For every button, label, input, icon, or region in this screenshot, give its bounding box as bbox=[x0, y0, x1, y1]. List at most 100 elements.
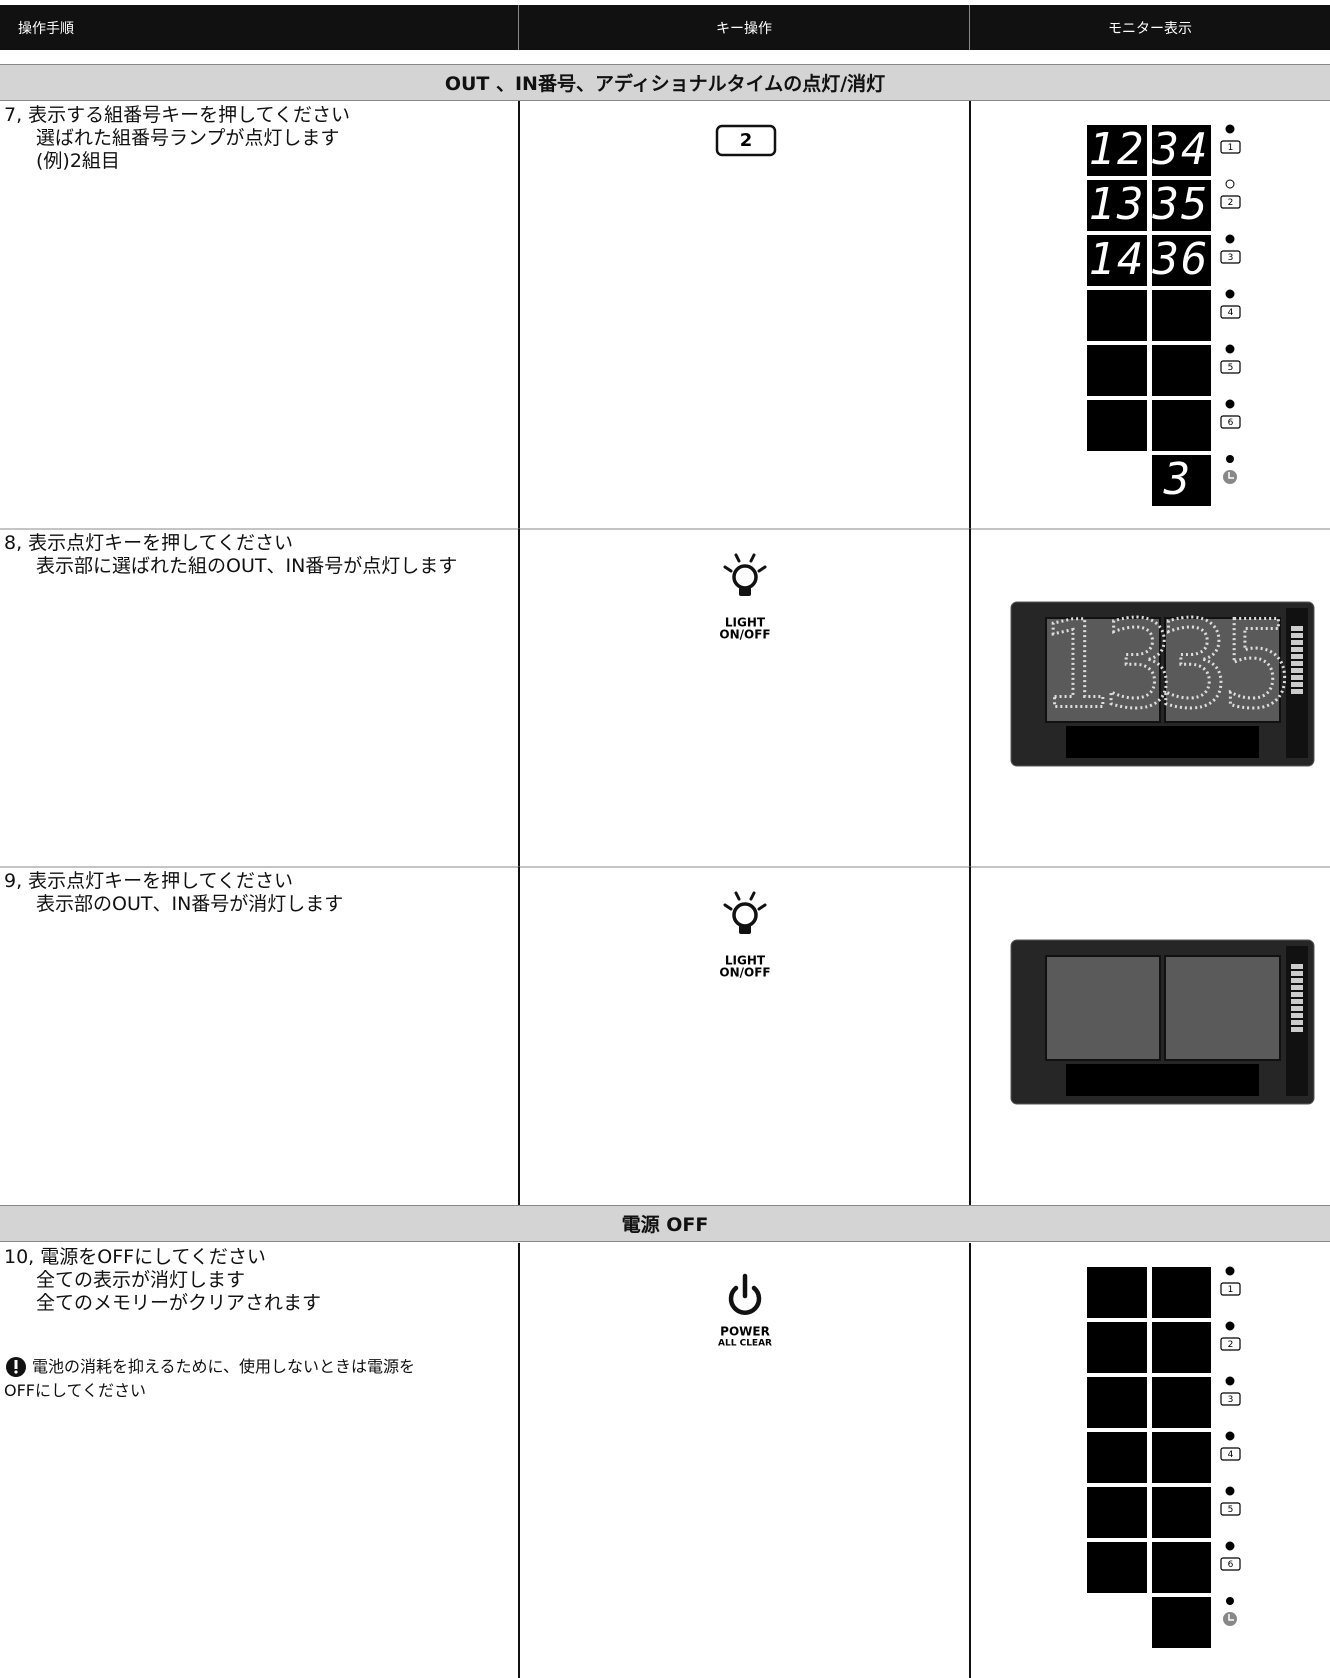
display-box bbox=[1087, 125, 1147, 176]
key-icon bbox=[1220, 195, 1241, 209]
board-digits: 13 bbox=[1039, 597, 1168, 736]
display-box bbox=[1087, 1377, 1147, 1428]
strip-cell bbox=[1291, 971, 1303, 976]
step-text: (例)2組目 bbox=[36, 150, 120, 172]
display-digits: 3 bbox=[1163, 454, 1193, 505]
lamp bbox=[1226, 455, 1234, 463]
bulb-ray bbox=[734, 891, 741, 901]
key-icon bbox=[1220, 305, 1241, 319]
warning-mark bbox=[14, 1360, 18, 1369]
board-digits: 35 bbox=[1158, 597, 1287, 736]
in-panel bbox=[1164, 955, 1281, 1061]
step-text: 7, 表示する組番号キーを押してください bbox=[4, 104, 351, 126]
display-box bbox=[1087, 1432, 1147, 1483]
display-box bbox=[1152, 235, 1211, 286]
strip-cell bbox=[1291, 647, 1303, 652]
header-cell: モニター表示 bbox=[970, 5, 1330, 50]
bulb-ray bbox=[749, 553, 756, 563]
key-icon-label: 6 bbox=[1228, 1560, 1234, 1570]
out-panel bbox=[1045, 955, 1161, 1061]
display-box bbox=[1152, 400, 1211, 451]
key-icon-label: 1 bbox=[1228, 143, 1234, 153]
strip-cell bbox=[1291, 1006, 1303, 1011]
key-label: ON/OFF bbox=[719, 628, 770, 642]
display-box bbox=[1087, 400, 1147, 451]
display-digits: 14 bbox=[1089, 234, 1146, 285]
display-box bbox=[1087, 1267, 1147, 1318]
step-text: 10, 電源をOFFにしてください bbox=[4, 1246, 266, 1268]
lamp bbox=[1226, 1597, 1234, 1605]
section-title: 電源 OFF bbox=[0, 1205, 1330, 1242]
key-label: ON/OFF bbox=[719, 966, 770, 980]
strip-cell bbox=[1291, 675, 1303, 680]
strip-cell bbox=[1291, 985, 1303, 990]
key-icon-label: 3 bbox=[1228, 253, 1234, 263]
strip-cell bbox=[1291, 1020, 1303, 1025]
display-digits: 34 bbox=[1152, 124, 1210, 175]
bulb-ray bbox=[757, 565, 767, 573]
key-icon-label: 6 bbox=[1228, 418, 1234, 428]
bulb-ray bbox=[757, 903, 767, 911]
lamp bbox=[1225, 1266, 1235, 1276]
display-box bbox=[1152, 1542, 1211, 1593]
display-digits: 13 bbox=[1089, 179, 1146, 230]
key-button bbox=[715, 124, 777, 157]
display-box bbox=[1152, 290, 1211, 341]
key-icon-label: 4 bbox=[1228, 1450, 1234, 1460]
strip-cell bbox=[1291, 1027, 1303, 1032]
bulb-base bbox=[739, 587, 751, 596]
display-box bbox=[1152, 1432, 1211, 1483]
strip-cell bbox=[1291, 626, 1303, 631]
warning-dot bbox=[14, 1370, 18, 1374]
strip-cell bbox=[1291, 668, 1303, 673]
key-label: 2 bbox=[740, 130, 753, 151]
key-icon-label: 1 bbox=[1228, 1285, 1234, 1295]
bottom-panel bbox=[1066, 1064, 1259, 1096]
strip-cell bbox=[1291, 640, 1303, 645]
key-icon bbox=[1220, 360, 1241, 374]
display-box bbox=[1152, 180, 1211, 231]
display-box bbox=[1087, 290, 1147, 341]
step-text: 全てのメモリーがクリアされます bbox=[36, 1292, 322, 1314]
key-icon bbox=[1220, 1392, 1241, 1406]
step-text: 全ての表示が消灯します bbox=[36, 1269, 246, 1291]
bulb-ray bbox=[734, 553, 741, 563]
strip-cell bbox=[1291, 689, 1303, 694]
key-icon-label: 4 bbox=[1228, 308, 1234, 318]
display-box bbox=[1087, 1542, 1147, 1593]
lamp bbox=[1225, 1541, 1235, 1551]
power-icon bbox=[728, 1285, 762, 1315]
display-box bbox=[1152, 1597, 1211, 1648]
key-label: POWER bbox=[720, 1325, 770, 1339]
key-icon bbox=[1220, 250, 1241, 264]
display-box bbox=[1087, 180, 1147, 231]
header-cell: キー操作 bbox=[519, 5, 970, 50]
note-text: OFFにしてください bbox=[4, 1381, 147, 1400]
display-box bbox=[1087, 1322, 1147, 1373]
step-text: 9, 表示点灯キーを押してください bbox=[4, 870, 294, 892]
key-icon bbox=[1220, 415, 1241, 429]
in-panel bbox=[1164, 617, 1281, 723]
strip-cell bbox=[1291, 633, 1303, 638]
strip-cell bbox=[1291, 964, 1303, 969]
strip-cell bbox=[1291, 661, 1303, 666]
bulb-ray bbox=[723, 565, 733, 573]
bulb-base bbox=[739, 925, 751, 934]
display-box bbox=[1152, 455, 1211, 506]
key-icon bbox=[1220, 1447, 1241, 1461]
display-box bbox=[1087, 1487, 1147, 1538]
key-icon-label: 2 bbox=[1228, 198, 1234, 208]
clock-icon bbox=[1223, 470, 1237, 484]
step-text: 表示部に選ばれた組のOUT、IN番号が点灯します bbox=[36, 555, 458, 577]
strip-cell bbox=[1291, 992, 1303, 997]
key-icon bbox=[1220, 1502, 1241, 1516]
step-text: 8, 表示点灯キーを押してください bbox=[4, 532, 294, 554]
key-icon bbox=[1220, 140, 1241, 154]
strip-cell bbox=[1291, 978, 1303, 983]
clock-icon bbox=[1223, 1612, 1237, 1626]
key-icon-label: 5 bbox=[1228, 1505, 1234, 1515]
bulb-ray bbox=[749, 891, 756, 901]
out-panel bbox=[1045, 617, 1161, 723]
